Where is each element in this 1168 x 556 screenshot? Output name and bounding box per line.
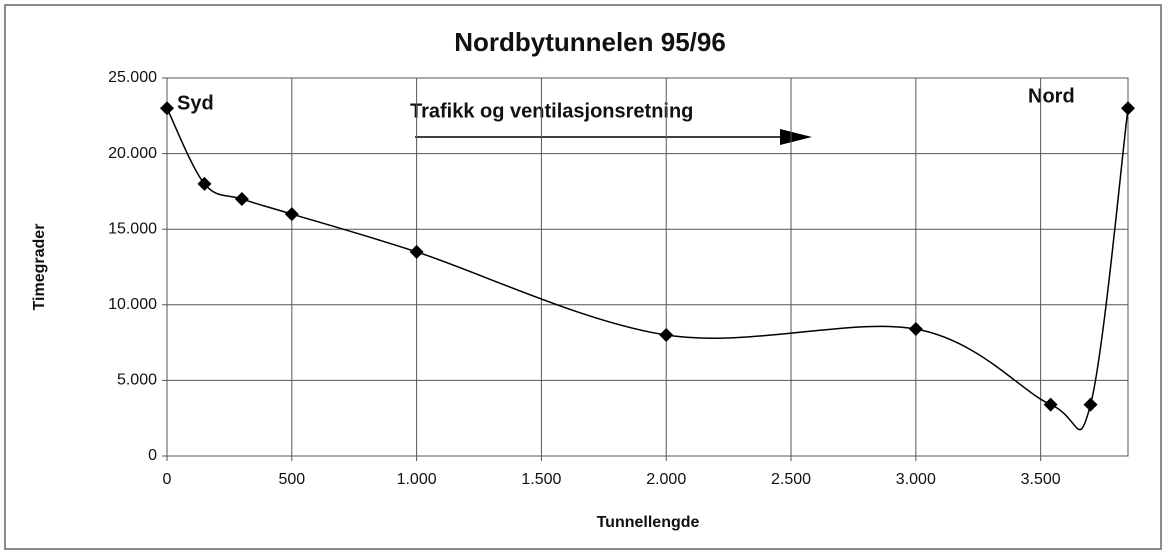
x-tick-label: 3.000 (896, 471, 936, 488)
y-axis-label: Timegrader (31, 224, 48, 311)
y-tick-label: 20.000 (108, 145, 157, 162)
annotation: Syd (177, 92, 214, 114)
annotation: Trafikk og ventilasjonsretning (410, 100, 693, 122)
data-point (1083, 397, 1098, 412)
data-point (197, 176, 212, 191)
x-tick-label: 1.000 (397, 471, 437, 488)
annotation: Nord (1028, 85, 1075, 107)
data-point (908, 321, 923, 336)
y-tick-label: 10.000 (108, 296, 157, 313)
data-point (659, 328, 674, 343)
y-tick-label: 15.000 (108, 220, 157, 237)
y-tick-label: 5.000 (117, 372, 157, 389)
chart-frame (4, 4, 1162, 550)
data-point (284, 207, 299, 222)
arrow-head (780, 129, 812, 145)
x-tick-label: 500 (278, 471, 305, 488)
y-tick-label: 25.000 (108, 69, 157, 86)
y-tick-label: 0 (148, 447, 157, 464)
data-point (409, 244, 424, 259)
data-point (234, 191, 249, 206)
x-tick-label: 2.000 (646, 471, 686, 488)
chart-title: Nordbytunnelen 95/96 (454, 27, 726, 57)
data-point (160, 101, 174, 116)
x-tick-label: 2.500 (771, 471, 811, 488)
x-tick-label: 0 (163, 471, 172, 488)
x-axis-label: Tunnellengde (597, 514, 700, 531)
x-tick-label: 3.500 (1021, 471, 1061, 488)
data-point (1043, 397, 1058, 412)
data-point (1121, 101, 1135, 116)
x-tick-label: 1.500 (521, 471, 561, 488)
